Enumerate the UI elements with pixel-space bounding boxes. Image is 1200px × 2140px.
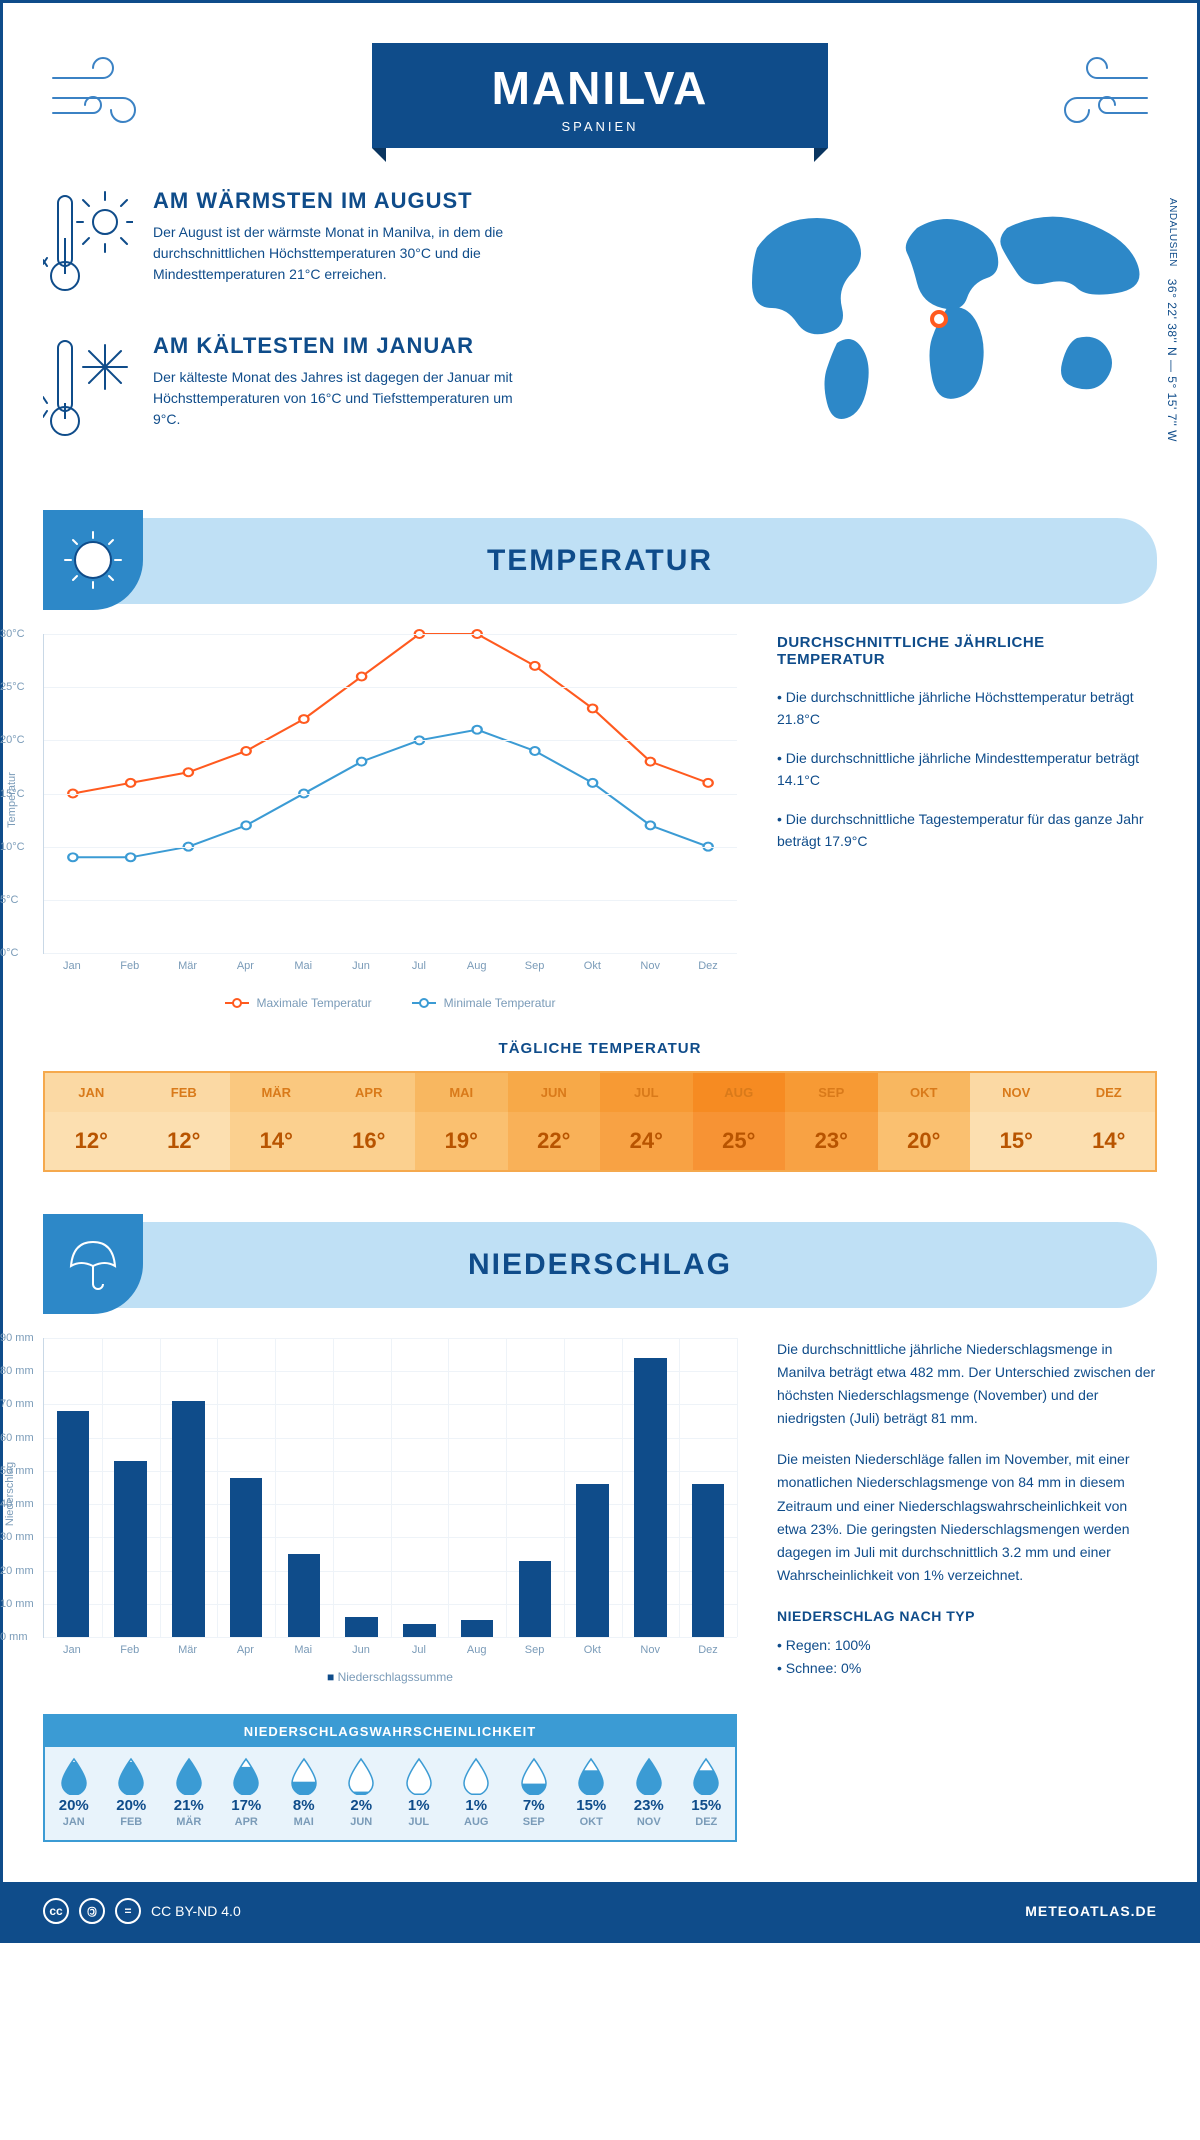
prob-cell: 7%SEP (505, 1747, 563, 1840)
license-text: CC BY-ND 4.0 (151, 1903, 241, 1919)
prob-cell: 21%MÄR (160, 1747, 218, 1840)
precip-bar (114, 1461, 146, 1637)
section-title: NIEDERSCHLAG (43, 1248, 1157, 1282)
prob-cell: 15%DEZ (678, 1747, 736, 1840)
section-title: TEMPERATUR (43, 544, 1157, 578)
warmest-heading: AM WÄRMSTEN IM AUGUST (153, 188, 533, 214)
wind-icon (43, 53, 163, 133)
prob-cell: 15%OKT (563, 1747, 621, 1840)
precip-bar (403, 1624, 435, 1637)
title-ribbon: MANILVA SPANIEN (372, 43, 829, 148)
sun-icon (43, 510, 143, 610)
precip-text: Die durchschnittliche jährliche Niedersc… (777, 1338, 1157, 1842)
thermometer-sun-icon (43, 188, 133, 303)
brand: METEOATLAS.DE (1025, 1903, 1157, 1919)
precip-bar (345, 1617, 377, 1637)
precip-bar (57, 1411, 89, 1637)
precip-probability-table: NIEDERSCHLAGSWAHRSCHEINLICHKEIT 20%JAN20… (43, 1714, 737, 1842)
prob-cell: 1%JUL (390, 1747, 448, 1840)
wind-icon (1037, 53, 1157, 133)
daily-cell: DEZ14° (1063, 1073, 1156, 1170)
daily-cell: MAI19° (415, 1073, 508, 1170)
prob-cell: 8%MAI (275, 1747, 333, 1840)
cc-icon: cc (43, 1898, 69, 1924)
daily-cell: JUL24° (600, 1073, 693, 1170)
daily-cell: APR16° (323, 1073, 416, 1170)
daily-cell: JUN22° (508, 1073, 601, 1170)
warmest-block: AM WÄRMSTEN IM AUGUST Der August ist der… (43, 188, 707, 303)
map-marker (930, 310, 948, 328)
temperature-section-head: TEMPERATUR (43, 518, 1157, 604)
coldest-block: AM KÄLTESTEN IM JANUAR Der kälteste Mona… (43, 333, 707, 448)
precip-bar (634, 1358, 666, 1637)
prob-cell: 2%JUN (333, 1747, 391, 1840)
precip-chart: Niederschlag 0 mm10 mm20 mm30 mm40 mm50 … (43, 1338, 737, 1638)
temp-legend: Maximale Temperatur Minimale Temperatur (43, 996, 737, 1010)
daily-cell: AUG25° (693, 1073, 786, 1170)
warmest-text: Der August ist der wärmste Monat in Mani… (153, 222, 533, 285)
by-icon: 🄯 (79, 1898, 105, 1924)
precip-bar (172, 1401, 204, 1637)
precip-bar (519, 1561, 551, 1637)
prob-cell: 23%NOV (620, 1747, 678, 1840)
temp-y-axis-label: Temperatur (6, 772, 18, 828)
prob-cell: 1%AUG (448, 1747, 506, 1840)
coldest-text: Der kälteste Monat des Jahres ist dagege… (153, 367, 533, 430)
precip-bar (288, 1554, 320, 1637)
daily-cell: NOV15° (970, 1073, 1063, 1170)
precip-section-head: NIEDERSCHLAG (43, 1222, 1157, 1308)
nd-icon: = (115, 1898, 141, 1924)
prob-cell: 17%APR (218, 1747, 276, 1840)
daily-cell: MÄR14° (230, 1073, 323, 1170)
coldest-heading: AM KÄLTESTEN IM JANUAR (153, 333, 533, 359)
daily-cell: FEB12° (138, 1073, 231, 1170)
precip-bar (692, 1484, 724, 1637)
coordinates: ANDALUSIEN 36° 22' 38'' N — 5° 15' 7'' W (1165, 198, 1179, 442)
precip-legend: Niederschlagssumme (43, 1670, 737, 1684)
precip-bar (576, 1484, 608, 1637)
temperature-info: DURCHSCHNITTLICHE JÄHRLICHE TEMPERATUR •… (777, 634, 1157, 1010)
page-subtitle: SPANIEN (492, 119, 709, 134)
intro-section: AM WÄRMSTEN IM AUGUST Der August ist der… (43, 188, 1157, 478)
precip-bar (230, 1478, 262, 1637)
world-map: ANDALUSIEN 36° 22' 38'' N — 5° 15' 7'' W (737, 188, 1157, 478)
footer: cc 🄯 = CC BY-ND 4.0 METEOATLAS.DE (3, 1882, 1197, 1940)
temperature-chart: Temperatur 0°C5°C10°C15°C20°C25°C30°C Ja… (43, 634, 737, 1010)
thermometer-snow-icon (43, 333, 133, 448)
daily-temp-title: TÄGLICHE TEMPERATUR (43, 1040, 1157, 1057)
header: MANILVA SPANIEN (43, 43, 1157, 148)
prob-cell: 20%FEB (103, 1747, 161, 1840)
daily-temp-table: JAN12°FEB12°MÄR14°APR16°MAI19°JUN22°JUL2… (43, 1071, 1157, 1172)
umbrella-icon (43, 1214, 143, 1314)
daily-cell: SEP23° (785, 1073, 878, 1170)
daily-cell: JAN12° (45, 1073, 138, 1170)
page-title: MANILVA (492, 61, 709, 115)
prob-cell: 20%JAN (45, 1747, 103, 1840)
daily-cell: OKT20° (878, 1073, 971, 1170)
precip-bar (461, 1620, 493, 1637)
